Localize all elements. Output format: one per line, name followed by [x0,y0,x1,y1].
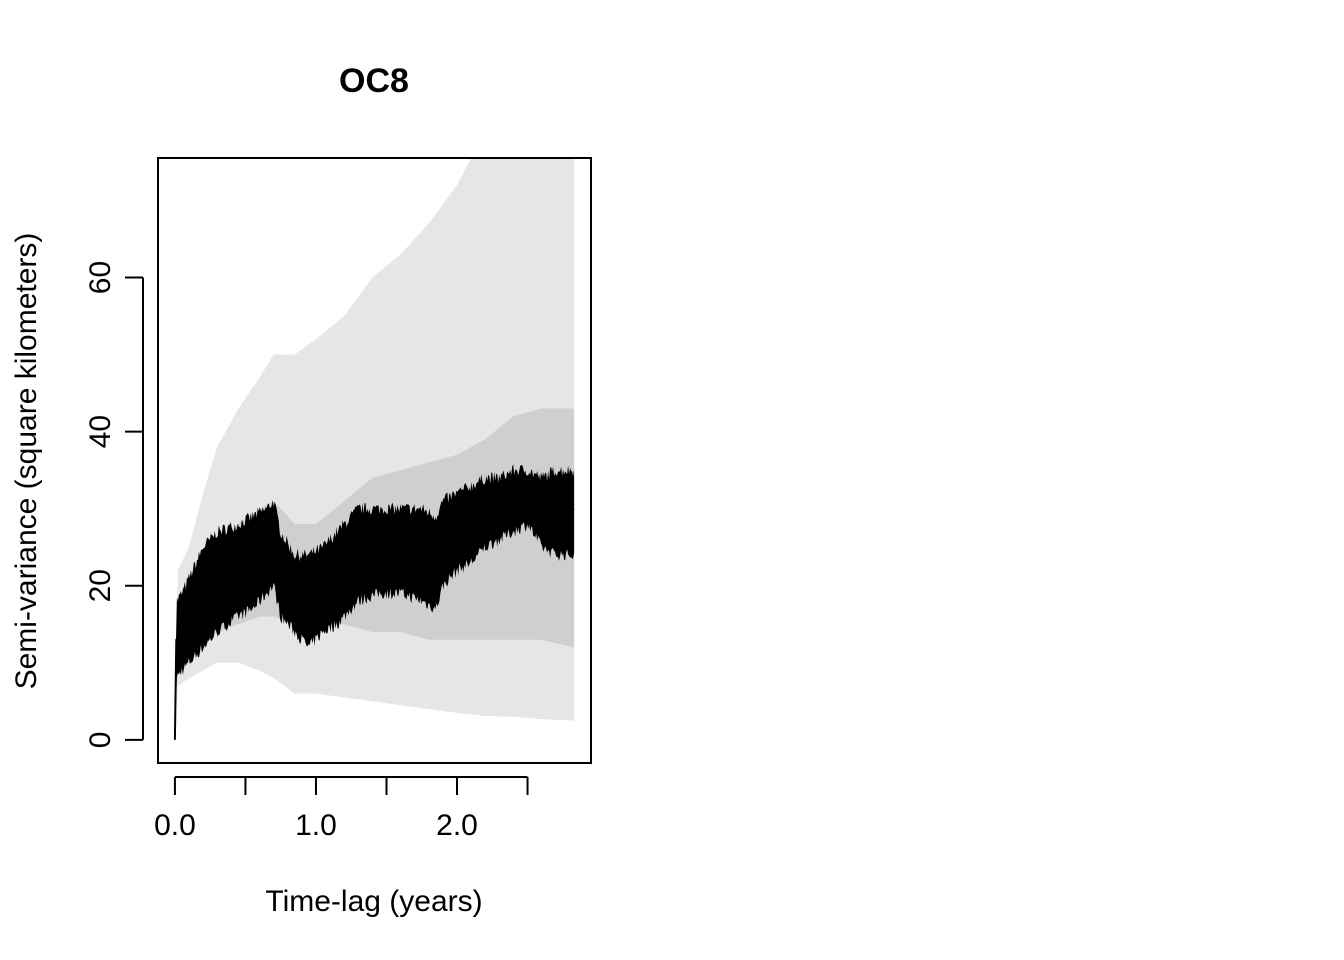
y-tick-label: 20 [84,569,117,602]
x-tick-label: 1.0 [295,809,337,842]
y-axis-label: Semi-variance (square kilometers) [10,233,43,690]
estimate-line [173,507,575,740]
chart-title: OC8 [339,62,409,100]
x-tick-label: 0.0 [154,809,196,842]
estimate-envelope [174,464,575,740]
estimate-series [173,464,575,740]
x-axis: 0.0 1.0 2.0 [154,776,529,842]
y-tick-label: 0 [84,732,117,749]
y-axis: 0 20 40 60 [84,261,144,749]
y-tick-label: 40 [84,415,117,448]
x-axis-label: Time-lag (years) [265,885,482,918]
y-tick-label: 60 [84,261,117,294]
plot-frame [157,157,592,764]
x-tick-label: 2.0 [436,809,478,842]
